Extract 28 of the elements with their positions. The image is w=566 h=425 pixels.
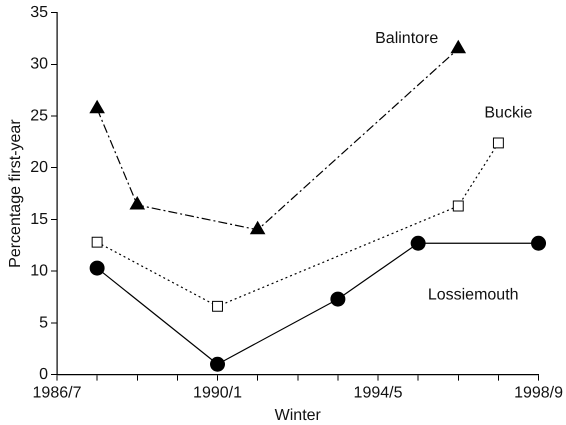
point: [450, 40, 466, 54]
point: [210, 356, 226, 372]
series-label: Balintore: [375, 30, 438, 48]
x-tick-label: 1998/9: [514, 384, 564, 402]
y-tick-label: 15: [30, 210, 48, 228]
point: [90, 100, 105, 114]
point: [492, 137, 504, 148]
x-tick-label: 1990/1: [193, 384, 242, 402]
y-tick-label: 35: [30, 4, 48, 22]
y-tick-label: 30: [30, 56, 48, 73]
point: [90, 260, 105, 276]
point: [92, 236, 103, 248]
series-label: Buckie: [484, 104, 533, 122]
point: [531, 236, 546, 251]
y-tick-label: 20: [30, 159, 48, 176]
y-tick-label: 5: [39, 314, 48, 332]
y-tick-label: 10: [30, 262, 48, 280]
y-tick-label: 25: [30, 107, 48, 124]
y-axis-title: Percentage first-year: [7, 118, 24, 268]
x-axis-title: Winter: [274, 406, 322, 424]
point: [410, 236, 426, 251]
y-tick-label: 0: [39, 366, 48, 384]
point: [212, 300, 223, 312]
point: [452, 200, 464, 212]
point: [330, 292, 346, 307]
x-tick-label: 1994/5: [354, 384, 403, 402]
x-tick-label: 1986/7: [32, 384, 82, 402]
text: Lossiemouth: [428, 286, 519, 304]
